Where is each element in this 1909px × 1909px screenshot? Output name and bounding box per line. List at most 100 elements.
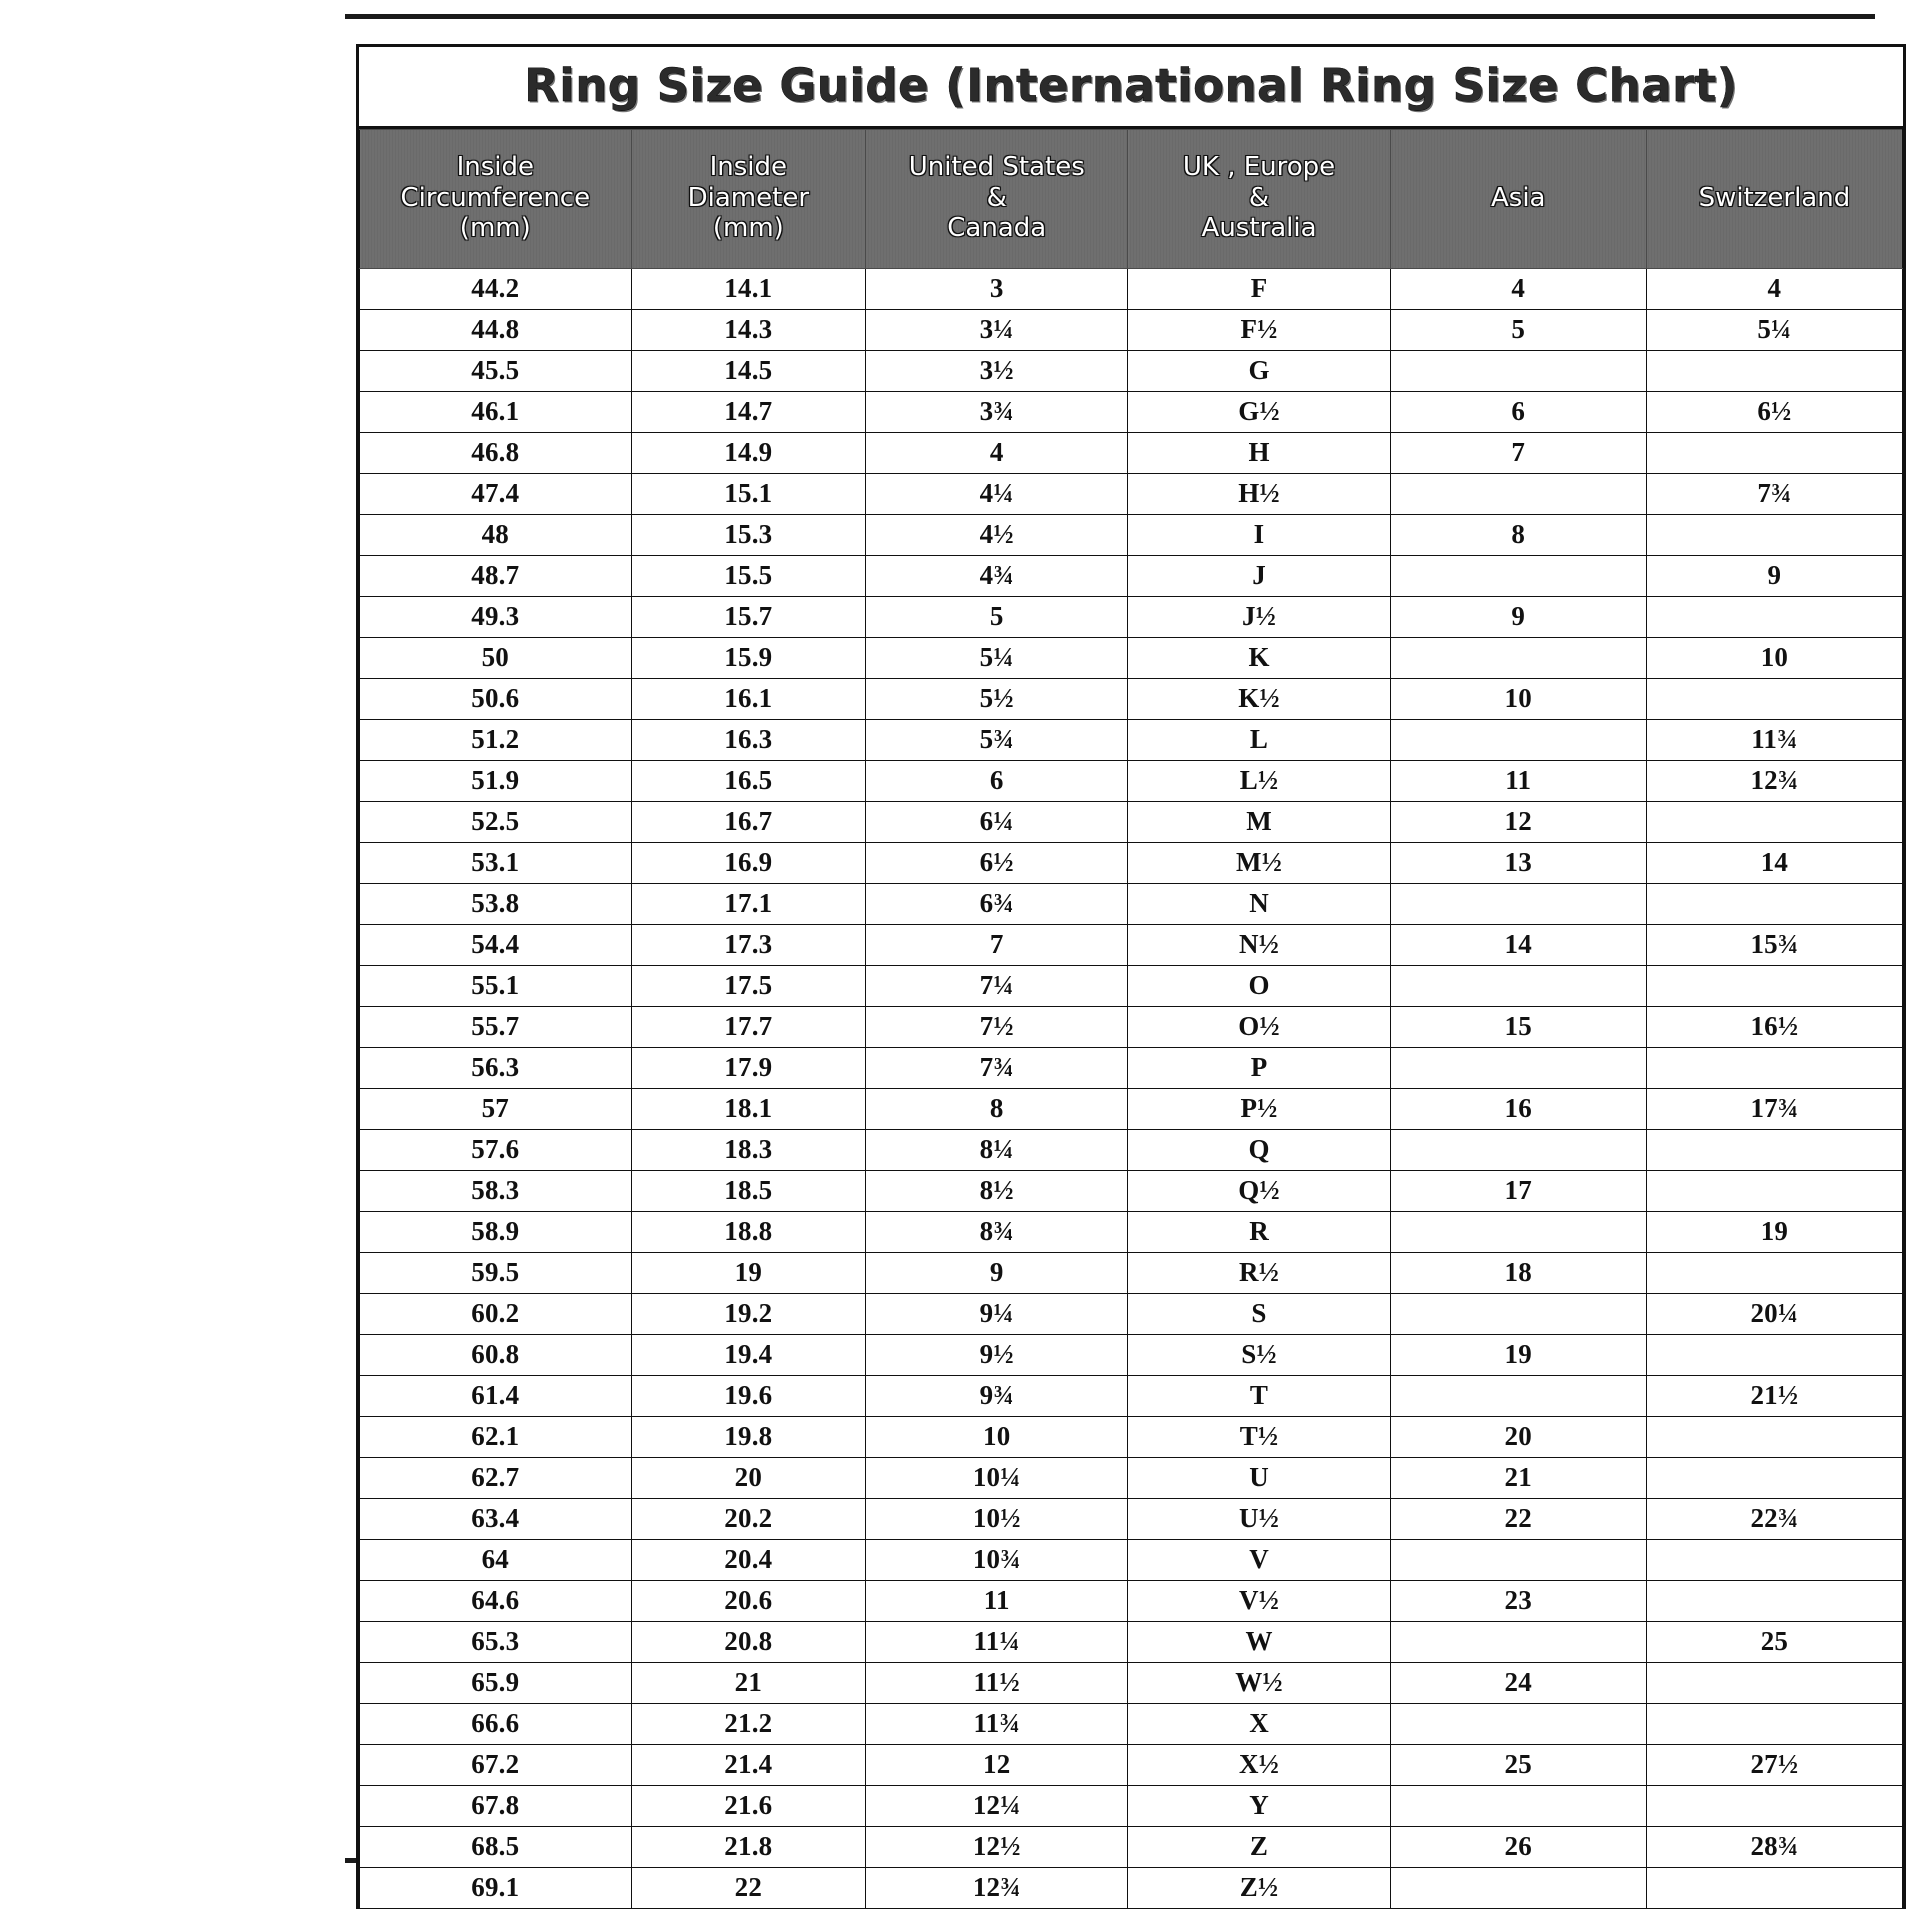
cell-switzerland <box>1645 883 1904 925</box>
cell-united-states-canada: 7¼ <box>865 965 1129 1007</box>
cell-inside-circumference: 48 <box>359 514 632 556</box>
cell-inside-circumference: 57 <box>359 1088 632 1130</box>
table-row: 54.4 17.3 7 N½ 14 15¾ <box>359 924 1904 966</box>
cell-united-states-canada: 7 <box>865 924 1129 966</box>
cell-united-states-canada: 4¾ <box>865 555 1129 597</box>
cell-inside-diameter: 19.6 <box>630 1375 867 1417</box>
cell-inside-circumference: 61.4 <box>359 1375 632 1417</box>
cell-switzerland <box>1645 1129 1904 1171</box>
cell-inside-diameter: 20.6 <box>630 1580 867 1622</box>
cell-united-states-canada: 10¼ <box>865 1457 1129 1499</box>
cell-inside-circumference: 49.3 <box>359 596 632 638</box>
cell-uk-europe-australia: R <box>1127 1211 1391 1253</box>
cell-uk-europe-australia: F <box>1127 268 1391 310</box>
cell-inside-circumference: 48.7 <box>359 555 632 597</box>
cell-switzerland: 20¼ <box>1645 1293 1904 1335</box>
table-row: 50.6 16.1 5½ K½ 10 <box>359 678 1904 720</box>
column-header-asia: Asia <box>1389 129 1647 269</box>
cell-inside-circumference: 50.6 <box>359 678 632 720</box>
table-row: 48.7 15.5 4¾ J 9 <box>359 555 1904 597</box>
cell-asia <box>1389 1703 1647 1745</box>
cell-united-states-canada: 11½ <box>865 1662 1129 1704</box>
cell-inside-diameter: 20.2 <box>630 1498 867 1540</box>
cell-switzerland <box>1645 514 1904 556</box>
cell-switzerland <box>1645 1703 1904 1745</box>
cell-switzerland <box>1645 596 1904 638</box>
cell-united-states-canada: 5½ <box>865 678 1129 720</box>
cell-united-states-canada: 12½ <box>865 1826 1129 1868</box>
cell-inside-circumference: 69.1 <box>359 1867 632 1909</box>
cell-uk-europe-australia: F½ <box>1127 309 1391 351</box>
cell-uk-europe-australia: U <box>1127 1457 1391 1499</box>
cell-inside-circumference: 53.1 <box>359 842 632 884</box>
table-row: 44.2 14.1 3 F 4 4 <box>359 268 1904 310</box>
cell-uk-europe-australia: H <box>1127 432 1391 474</box>
cell-switzerland: 17¾ <box>1645 1088 1904 1130</box>
cell-uk-europe-australia: P <box>1127 1047 1391 1089</box>
cell-asia <box>1389 1293 1647 1335</box>
cell-switzerland <box>1645 432 1904 474</box>
cell-inside-circumference: 55.1 <box>359 965 632 1007</box>
cell-asia: 14 <box>1389 924 1647 966</box>
cell-united-states-canada: 12 <box>865 1744 1129 1786</box>
cell-uk-europe-australia: G <box>1127 350 1391 392</box>
cell-united-states-canada: 10¾ <box>865 1539 1129 1581</box>
cell-united-states-canada: 3 <box>865 268 1129 310</box>
cell-uk-europe-australia: U½ <box>1127 1498 1391 1540</box>
cell-united-states-canada: 10 <box>865 1416 1129 1458</box>
cell-uk-europe-australia: O½ <box>1127 1006 1391 1048</box>
page-top-rule <box>345 14 1875 19</box>
cell-switzerland <box>1645 1170 1904 1212</box>
cell-united-states-canada: 8 <box>865 1088 1129 1130</box>
cell-inside-diameter: 15.3 <box>630 514 867 556</box>
cell-uk-europe-australia: N½ <box>1127 924 1391 966</box>
cell-inside-circumference: 45.5 <box>359 350 632 392</box>
table-row: 44.8 14.3 3¼ F½ 5 5¼ <box>359 309 1904 351</box>
cell-uk-europe-australia: Q <box>1127 1129 1391 1171</box>
cell-asia <box>1389 1375 1647 1417</box>
table-header: Inside Circumference (mm) Inside Diameter (mm… <box>359 129 1904 269</box>
cell-uk-europe-australia: R½ <box>1127 1252 1391 1294</box>
cell-uk-europe-australia: S <box>1127 1293 1391 1335</box>
cell-asia <box>1389 1129 1647 1171</box>
cell-uk-europe-australia: M½ <box>1127 842 1391 884</box>
table-row: 52.5 16.7 6¼ M 12 <box>359 801 1904 843</box>
cell-inside-circumference: 63.4 <box>359 1498 632 1540</box>
cell-asia: 6 <box>1389 391 1647 433</box>
table-row: 46.8 14.9 4 H 7 <box>359 432 1904 474</box>
cell-switzerland: 10 <box>1645 637 1904 679</box>
ring-size-table: Inside Circumference (mm) Inside Diameter (mm… <box>359 129 1904 1909</box>
cell-asia <box>1389 555 1647 597</box>
cell-inside-circumference: 64.6 <box>359 1580 632 1622</box>
cell-united-states-canada: 7½ <box>865 1006 1129 1048</box>
column-header-line: Diameter <box>687 182 810 213</box>
cell-uk-europe-australia: K½ <box>1127 678 1391 720</box>
column-header-switzerland: Switzerland <box>1645 129 1904 269</box>
cell-inside-diameter: 16.5 <box>630 760 867 802</box>
cell-inside-circumference: 58.3 <box>359 1170 632 1212</box>
cell-switzerland <box>1645 1416 1904 1458</box>
table-row: 53.1 16.9 6½ M½ 13 14 <box>359 842 1904 884</box>
cell-uk-europe-australia: T½ <box>1127 1416 1391 1458</box>
cell-inside-diameter: 20 <box>630 1457 867 1499</box>
cell-inside-circumference: 56.3 <box>359 1047 632 1089</box>
column-header-line: United States <box>908 151 1085 182</box>
ring-size-table-container: Ring Size Guide (International Ring Size… <box>356 44 1906 1909</box>
cell-uk-europe-australia: J½ <box>1127 596 1391 638</box>
cell-united-states-canada: 6¾ <box>865 883 1129 925</box>
cell-inside-diameter: 17.3 <box>630 924 867 966</box>
cell-switzerland: 25 <box>1645 1621 1904 1663</box>
table-row: 57.6 18.3 8¼ Q <box>359 1129 1904 1171</box>
cell-switzerland <box>1645 965 1904 1007</box>
cell-switzerland <box>1645 1334 1904 1376</box>
column-header-united-states-canada: United States & Canada <box>865 129 1129 269</box>
cell-united-states-canada: 12¾ <box>865 1867 1129 1909</box>
cell-united-states-canada: 7¾ <box>865 1047 1129 1089</box>
cell-inside-diameter: 14.3 <box>630 309 867 351</box>
cell-inside-circumference: 53.8 <box>359 883 632 925</box>
cell-united-states-canada: 9 <box>865 1252 1129 1294</box>
cell-asia: 25 <box>1389 1744 1647 1786</box>
cell-asia: 13 <box>1389 842 1647 884</box>
column-header-line: & <box>986 182 1007 213</box>
cell-united-states-canada: 9¼ <box>865 1293 1129 1335</box>
